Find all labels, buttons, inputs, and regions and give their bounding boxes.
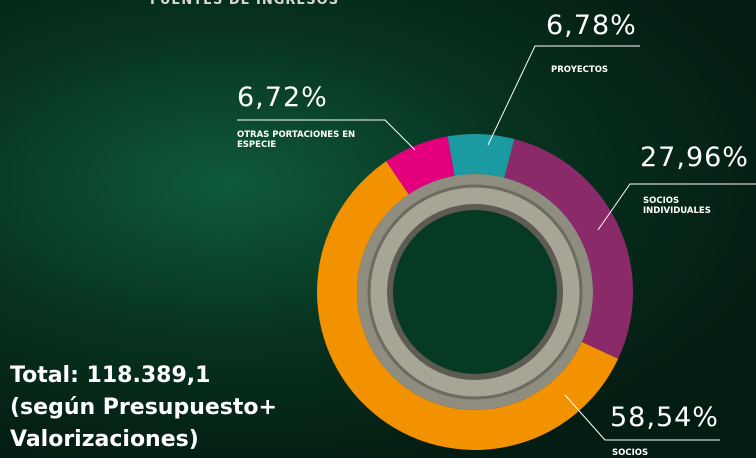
category-label: OTRAS PORTACIONES EN ESPECIE <box>237 130 356 150</box>
value-label: 58,54% <box>610 402 719 433</box>
porthole <box>357 174 593 410</box>
total-annotation: Total: 118.389,1 (según Presupuesto+ Val… <box>10 363 277 452</box>
category-label: SOCIOS INDIVIDUALES <box>643 196 711 216</box>
value-label: 6,72% <box>237 82 328 113</box>
leaders <box>237 45 756 441</box>
donut-segment <box>504 138 633 359</box>
leader-line <box>564 394 720 441</box>
donut-segment <box>386 136 455 195</box>
donut-segment <box>317 161 619 451</box>
category-label: PROYECTOS <box>551 65 609 75</box>
donut-segment <box>447 134 515 178</box>
chart-title: FUENTES DE INGRESOS <box>150 0 340 8</box>
leader-line <box>597 183 756 231</box>
leader-line <box>487 45 640 146</box>
leader-line <box>237 119 416 151</box>
category-label: SOCIOS <box>612 448 649 458</box>
porthole-glass <box>387 204 563 380</box>
value-label: 6,78% <box>546 10 637 41</box>
value-label: 27,96% <box>640 142 749 173</box>
